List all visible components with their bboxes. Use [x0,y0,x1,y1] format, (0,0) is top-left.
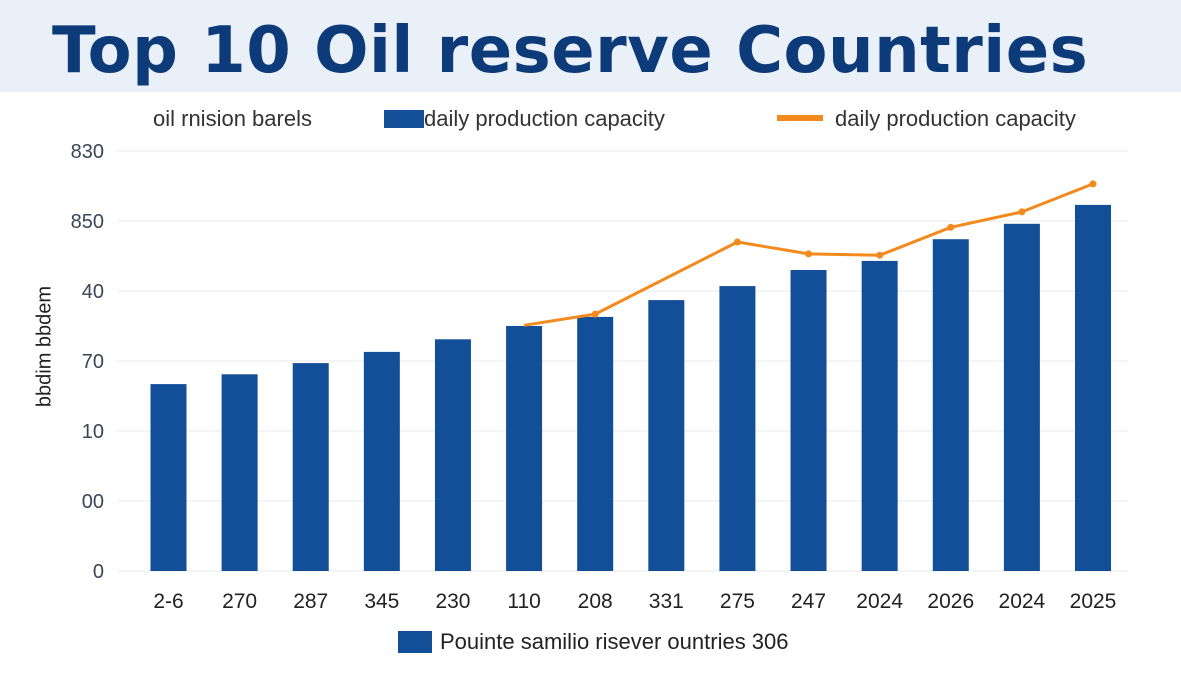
x-tick-label: 230 [435,590,470,613]
line-point [805,250,813,258]
x-tick-label: 270 [222,590,257,613]
legend-label: Pouinte samilio risever ountries 306 [440,629,789,654]
legend-line-swatch [777,115,823,121]
y-tick-label: 70 [82,351,104,373]
bar [861,260,898,571]
x-tick-label: 2024 [999,590,1046,613]
legend-item-bar: daily production capacity [384,106,665,132]
line-point [1018,208,1026,216]
legend-item-oil: oil rnision barels [153,106,312,132]
x-tick-label: 2025 [1070,590,1117,613]
x-tick-label: 2024 [856,590,903,613]
bottom-legend: Pouinte samilio risever ountries 306 [398,629,789,655]
line-series [523,182,1094,327]
bar [1003,223,1040,572]
bar [1075,204,1111,571]
bar [221,374,258,571]
bar [434,339,471,571]
bar [577,316,614,571]
line-point [947,223,955,231]
line-point [733,238,741,246]
y-tick-label: 10 [82,421,104,443]
x-tick-label: 110 [507,590,540,613]
x-tick-label: 331 [649,590,684,613]
x-tick-label: 2026 [927,590,974,613]
line-point [1089,180,1097,188]
line-point [591,310,599,318]
bar [719,286,756,571]
legend-label: oil rnision barels [153,106,312,131]
x-tick-label: 287 [293,590,328,613]
y-tick-label: 850 [71,211,104,233]
x-tick-label: 275 [720,590,755,613]
title-banner: Top 10 Oil reserve Countries [0,0,1181,92]
y-tick-label: 40 [82,281,104,303]
y-tick-label: 830 [71,141,104,163]
bar [790,270,827,571]
bar [506,326,543,571]
line-point [876,251,884,259]
x-tick-label: 208 [578,590,613,613]
bar [932,239,969,571]
legend-item-line: daily production capacity [777,106,1076,132]
y-tick-label: 0 [93,561,104,583]
bar [363,351,400,571]
legend-bar-swatch [384,110,424,128]
legend-label: daily production capacity [424,106,665,131]
y-tick-label: 00 [82,491,104,513]
x-tick-label: 2-6 [153,590,183,613]
bar [648,300,685,571]
bar [292,363,329,571]
bar [150,384,187,571]
legend-bar-swatch [398,631,432,653]
x-tick-label: 247 [791,590,826,613]
chart-title: Top 10 Oil reserve Countries [52,14,1089,88]
legend-label: daily production capacity [835,106,1076,131]
x-tick-label: 345 [364,590,399,613]
